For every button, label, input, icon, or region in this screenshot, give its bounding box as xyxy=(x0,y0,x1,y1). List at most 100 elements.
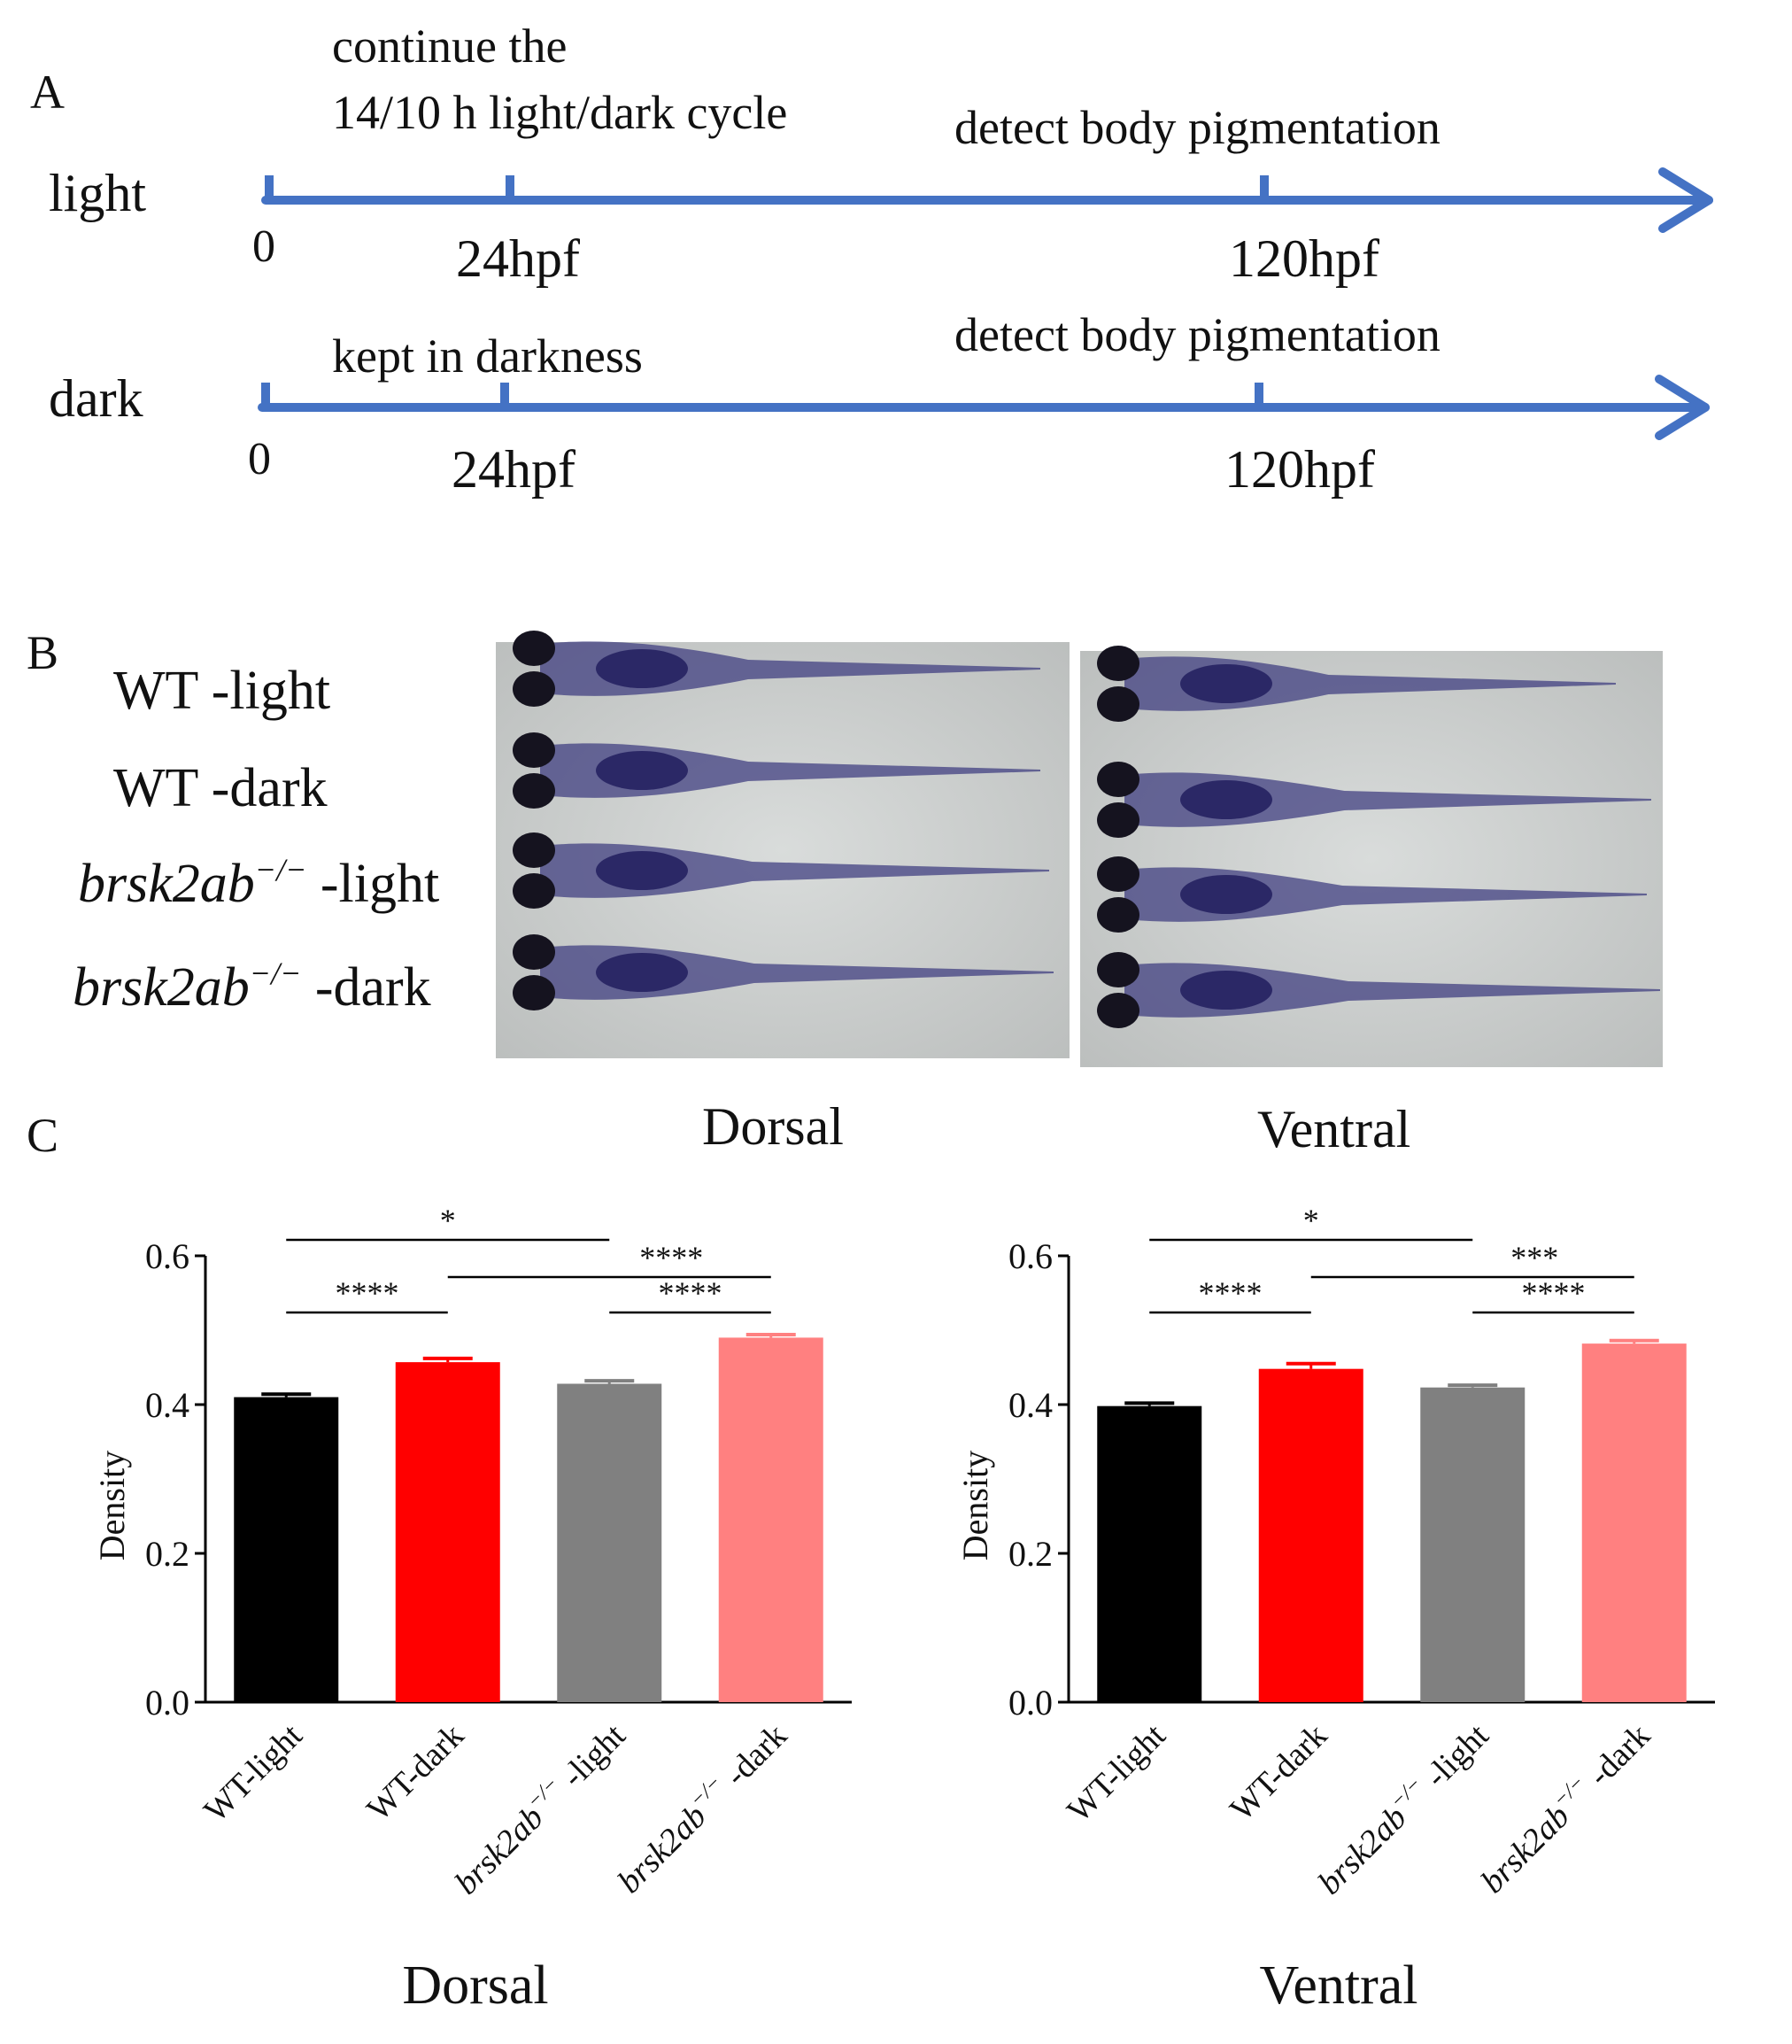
timeline-light: light 0 24hpf 120hpf continue the 14/10 … xyxy=(49,19,1713,288)
larva-eye xyxy=(513,732,555,768)
larva-yolk xyxy=(596,851,688,890)
x-tick-label: WT-light xyxy=(1060,1716,1173,1830)
row-label-brsk2ab-dark: brsk2ab−/− -dark xyxy=(73,956,431,1018)
larva-eye xyxy=(513,832,555,868)
panel-b: B WT -light WT -dark brsk2ab−/− -light b… xyxy=(27,626,1663,1158)
y-tick-label: 0.6 xyxy=(145,1236,189,1276)
significance-label: *** xyxy=(1510,1240,1558,1275)
timeline-light-label: light xyxy=(49,164,146,222)
tick-label-0-dark: 0 xyxy=(248,434,271,484)
panel-c-letter: C xyxy=(27,1109,58,1162)
ventral-larva xyxy=(1097,646,1616,722)
panel-a: A light 0 24hpf 120hpf continue the 14/1… xyxy=(30,19,1713,499)
significance-label: **** xyxy=(1522,1275,1586,1311)
larva-yolk xyxy=(1180,971,1272,1010)
timeline-light-arrowhead xyxy=(1658,167,1713,233)
view-label-ventral: Ventral xyxy=(1257,1100,1410,1158)
timeline-dark-arrowhead xyxy=(1655,375,1710,440)
bar xyxy=(718,1337,823,1702)
x-tick-label: WT-light xyxy=(197,1716,310,1830)
larva-eye xyxy=(513,671,555,707)
y-axis-label: Density xyxy=(955,1451,995,1560)
dorsal-photo-panel xyxy=(496,631,1070,1058)
larva-eye xyxy=(1097,952,1139,987)
y-tick-label: 0.2 xyxy=(1008,1534,1053,1574)
x-tick-label: brsk2ab−/− -light xyxy=(1309,1715,1496,1901)
bar xyxy=(1420,1387,1526,1702)
tick-label-0-light: 0 xyxy=(252,221,275,272)
larva-eye xyxy=(513,934,555,970)
continue-note-line2: 14/10 h light/dark cycle xyxy=(332,86,787,139)
y-tick-label: 0.4 xyxy=(145,1385,189,1425)
significance-label: **** xyxy=(1199,1275,1263,1311)
bar xyxy=(557,1383,662,1702)
significance-label: **** xyxy=(639,1240,703,1275)
ventral-larva xyxy=(1097,856,1647,933)
row-label-wt-dark: WT -dark xyxy=(113,758,328,818)
larva-yolk xyxy=(1180,875,1272,914)
dorsal-larva xyxy=(513,631,1040,707)
x-axis-title: Ventral xyxy=(1259,1955,1417,2016)
larva-yolk xyxy=(596,751,688,790)
y-tick-label: 0.6 xyxy=(1008,1236,1053,1276)
panel-a-letter: A xyxy=(30,66,65,119)
detect-note-dark: detect body pigmentation xyxy=(954,308,1441,361)
timeline-dark-label: dark xyxy=(49,369,143,428)
bar xyxy=(234,1397,339,1702)
larva-eye xyxy=(1097,897,1139,933)
bar xyxy=(1581,1343,1687,1702)
larva-yolk xyxy=(1180,780,1272,819)
timeline-dark: dark 0 24hpf 120hpf kept in darkness det… xyxy=(49,308,1710,499)
larva-eye xyxy=(513,975,555,1010)
significance-label: * xyxy=(440,1203,456,1238)
significance-label: * xyxy=(1303,1203,1319,1238)
row-label-wt-light: WT -light xyxy=(113,661,330,721)
x-tick-label: brsk2ab−/− -dark xyxy=(609,1715,794,1901)
y-axis-label: Density xyxy=(92,1451,132,1560)
larva-yolk xyxy=(1180,664,1272,703)
y-tick-label: 0.2 xyxy=(145,1534,189,1574)
view-label-dorsal: Dorsal xyxy=(702,1097,844,1156)
larva-eye xyxy=(1097,802,1139,838)
continue-note-line1: continue the xyxy=(332,19,567,73)
y-tick-label: 0.0 xyxy=(145,1683,189,1723)
y-tick-label: 0.4 xyxy=(1008,1385,1053,1425)
x-axis-title: Dorsal xyxy=(402,1955,548,2016)
panel-b-letter: B xyxy=(27,626,58,679)
darkness-note: kept in darkness xyxy=(332,329,643,383)
dorsal-larva xyxy=(513,732,1040,809)
larva-eye xyxy=(1097,646,1139,681)
x-tick-label: WT-dark xyxy=(1223,1717,1334,1829)
x-tick-label: WT-dark xyxy=(359,1717,471,1829)
larva-eye xyxy=(513,631,555,666)
larva-eye xyxy=(1097,762,1139,797)
bar xyxy=(1097,1405,1202,1702)
larva-eye xyxy=(513,873,555,909)
dorsal-larva xyxy=(513,934,1054,1010)
tick-label-24hpf-dark: 24hpf xyxy=(452,440,575,499)
tick-label-120hpf-light: 120hpf xyxy=(1229,229,1379,288)
larva-eye xyxy=(1097,856,1139,892)
dorsal-larva xyxy=(513,832,1049,909)
tick-label-120hpf-dark: 120hpf xyxy=(1224,440,1375,499)
row-label-brsk2ab-light: brsk2ab−/− -light xyxy=(78,852,439,914)
bar xyxy=(395,1362,500,1702)
ventral-photo-panel xyxy=(1080,646,1663,1067)
tick-label-24hpf-light: 24hpf xyxy=(456,229,580,288)
larva-eye xyxy=(1097,993,1139,1028)
larva-eye xyxy=(1097,686,1139,722)
significance-label: **** xyxy=(336,1275,399,1311)
detect-note-light: detect body pigmentation xyxy=(954,101,1441,154)
x-tick-label: brsk2ab−/− -dark xyxy=(1472,1715,1657,1901)
larva-yolk xyxy=(596,953,688,992)
larva-eye xyxy=(513,773,555,809)
x-tick-label: brsk2ab−/− -light xyxy=(446,1715,633,1901)
ventral-larva xyxy=(1097,762,1651,838)
y-tick-label: 0.0 xyxy=(1008,1683,1053,1723)
larva-yolk xyxy=(596,649,688,688)
ventral-larva xyxy=(1097,952,1660,1028)
